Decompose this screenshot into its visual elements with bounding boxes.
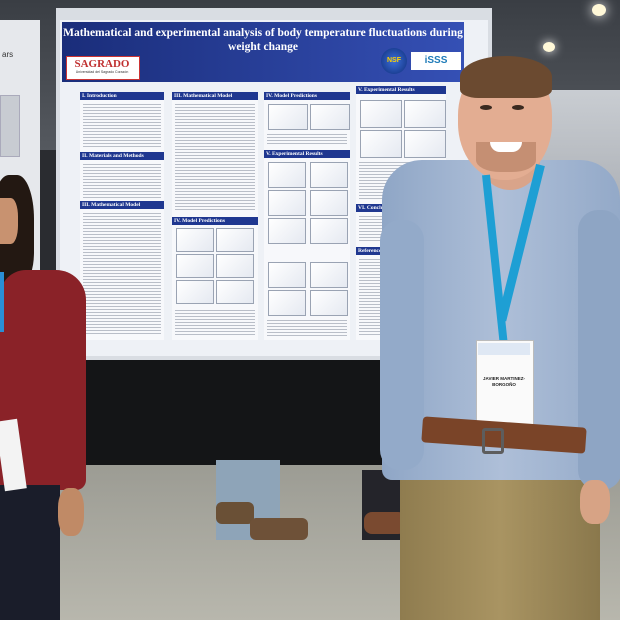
plot-figure <box>404 100 446 128</box>
text-block <box>83 102 161 148</box>
plot-figure <box>176 280 214 304</box>
neighbor-poster-text: ars <box>2 50 14 59</box>
ceiling-light <box>543 42 555 52</box>
man-eye <box>512 105 524 110</box>
nsf-logo: NSF <box>381 48 407 74</box>
background-person-shoe <box>216 502 254 524</box>
poster-title-line2: weight change <box>228 41 298 53</box>
equations-block <box>83 211 161 335</box>
section-heading: IV. Model Predictions <box>172 217 258 225</box>
man-eye <box>480 105 492 110</box>
plot-figure <box>310 162 348 188</box>
plot-figure <box>268 162 306 188</box>
section-heading: I. Introduction <box>80 92 164 100</box>
isss-logo: iSSS <box>411 52 461 70</box>
section-heading: III. Mathematical Model <box>172 92 258 100</box>
plot-figure <box>310 218 348 244</box>
man-smile <box>490 142 522 152</box>
sagrado-logo <box>66 56 140 80</box>
sagrado-logo-text: SAGRADO <box>74 58 130 70</box>
plot-figure <box>310 290 348 316</box>
poster-board-stand <box>60 355 390 465</box>
plot-figure <box>216 228 254 252</box>
background-person-shoe <box>364 512 406 534</box>
plot-figure <box>268 218 306 244</box>
man-left-arm <box>380 220 424 470</box>
plot-figure <box>268 104 308 130</box>
section-heading: IV. Model Predictions <box>264 92 350 100</box>
man-hair <box>460 56 552 98</box>
section-heading: III. Mathematical Model <box>80 201 164 209</box>
section-heading: II. Materials and Methods <box>80 152 164 160</box>
name-badge-text: JAVIER MARTINEZ-BORGOÑO <box>483 376 525 387</box>
man-hand <box>580 480 610 524</box>
text-block <box>83 162 161 198</box>
background-person-shoe <box>250 518 308 540</box>
plot-figure <box>216 254 254 278</box>
section-heading: V. Experimental Results <box>264 150 350 158</box>
name-badge-header <box>478 343 530 355</box>
woman-pants <box>0 485 60 620</box>
equations-block <box>175 102 255 212</box>
plot-figure <box>360 100 402 128</box>
plot-figure <box>310 190 348 216</box>
plot-figure <box>360 130 402 158</box>
woman-face <box>0 198 18 244</box>
plot-figure <box>310 262 348 288</box>
text-block <box>267 132 347 146</box>
neighbor-poster-figure <box>0 95 20 157</box>
plot-figure <box>176 228 214 252</box>
plot-figure <box>176 254 214 278</box>
poster-title-line1: Mathematical and experimental analysis o… <box>63 27 463 39</box>
text-block <box>175 308 255 336</box>
woman-lanyard <box>0 272 4 332</box>
woman-hand <box>58 488 84 536</box>
name-badge <box>476 340 534 430</box>
plot-figure <box>310 104 350 130</box>
plot-figure <box>268 290 306 316</box>
plot-figure <box>268 190 306 216</box>
text-block <box>267 318 347 336</box>
plot-figure <box>216 280 254 304</box>
belt-buckle <box>482 428 504 454</box>
ceiling-light <box>592 4 606 16</box>
plot-figure <box>268 262 306 288</box>
sagrado-logo-subtitle: Universidad del Sagrado Corazón <box>75 70 129 74</box>
plot-figure <box>404 130 446 158</box>
section-heading: V. Experimental Results <box>356 86 446 94</box>
poster-title: Mathematical and experimental analysis o… <box>62 26 464 54</box>
